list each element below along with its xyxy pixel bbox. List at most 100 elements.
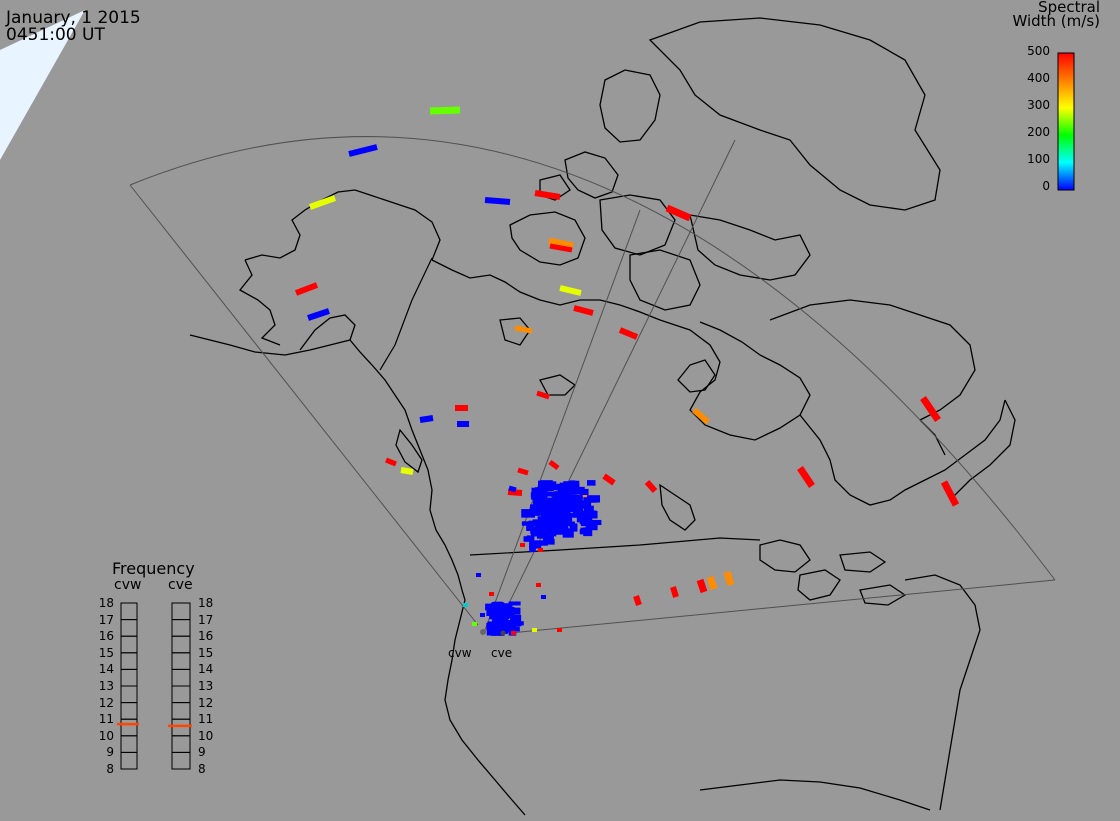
colorbar-tick-300: 300 — [1027, 98, 1050, 112]
echo-cell — [586, 480, 596, 486]
echo-cell — [500, 627, 508, 634]
fov-west-edge — [129, 184, 479, 626]
frequency-scale-tick: 9 — [106, 745, 114, 760]
echo-cell — [570, 494, 583, 501]
echo-cell — [497, 613, 510, 619]
echo-cell — [588, 524, 596, 530]
echo-cell — [307, 308, 330, 321]
frequency-scale-tick: 11 — [98, 712, 114, 727]
echo-cell — [472, 622, 477, 626]
echo-cell — [529, 544, 536, 553]
time-label: 0451:00 UT — [6, 25, 105, 45]
frequency-scale-tick: 18 — [198, 596, 214, 610]
echo-cell — [538, 508, 552, 516]
frequency-scale-tick: 14 — [198, 662, 214, 677]
echo-cell — [400, 467, 414, 475]
echo-cell — [563, 508, 571, 515]
frequency-scale-tick: 9 — [198, 745, 206, 760]
frequency-scale-tick: 16 — [198, 629, 214, 644]
echo-cell — [550, 485, 562, 491]
echo-cell — [530, 504, 540, 509]
colorbar-tick-400: 400 — [1027, 71, 1050, 85]
echo-cell — [508, 601, 521, 606]
echo-cell — [548, 499, 562, 507]
frequency-scale-tick: 14 — [98, 662, 114, 677]
echo-cell — [549, 524, 561, 532]
frequency-scale-tick: 8 — [106, 762, 114, 776]
echo-cell — [633, 595, 642, 606]
echo-cell — [503, 606, 515, 616]
echo-cell — [493, 623, 505, 631]
echo-cell — [566, 501, 577, 510]
frequency-scale-tick: 18 — [98, 596, 114, 610]
echo-cell — [542, 519, 555, 525]
echo-cell — [294, 282, 319, 296]
echo-cell — [696, 578, 708, 594]
echo-cell — [490, 627, 505, 636]
echo-cell — [692, 407, 710, 425]
echo-cell — [476, 573, 481, 577]
radar-site-cve[interactable] — [500, 630, 506, 636]
echo-cell — [545, 503, 552, 511]
echo-cell — [580, 517, 592, 525]
fov-divider-west — [484, 209, 641, 631]
echo-cell — [548, 460, 560, 470]
echo-cell — [463, 603, 468, 607]
echo-cell — [586, 495, 601, 503]
frequency-scale-tick: 8 — [198, 762, 206, 776]
radar-site-cvw[interactable] — [480, 629, 486, 635]
echo-cell — [532, 628, 537, 632]
echo-cell — [549, 508, 563, 517]
echo-cell — [348, 144, 378, 157]
echo-cell — [582, 500, 592, 509]
echo-cell — [562, 529, 574, 538]
frequency-scale-tick: 13 — [98, 679, 114, 693]
echo-cell — [534, 190, 561, 200]
echo-cell — [490, 602, 498, 608]
echo-cell — [543, 530, 557, 537]
echo-cell — [548, 237, 574, 250]
echo-cell — [644, 480, 658, 493]
echo-cell — [580, 527, 590, 535]
frequency-scale-tick: 17 — [198, 612, 214, 627]
echo-cell — [538, 480, 550, 489]
frequency-scale-tick: 13 — [198, 679, 214, 693]
ice-region — [0, 10, 85, 160]
echo-cell — [536, 583, 541, 587]
echo-cell — [526, 525, 534, 531]
echo-cell — [494, 602, 505, 610]
echo-cell — [540, 533, 554, 538]
echo-cell — [578, 500, 585, 506]
echo-cell — [536, 531, 547, 539]
echo-cell — [419, 415, 434, 423]
echo-cell — [535, 540, 545, 546]
fov-arc — [129, 136, 1056, 581]
frequency-title: Frequency — [112, 559, 195, 578]
colorbar-tick-100: 100 — [1027, 152, 1050, 166]
frequency-scale-tick: 15 — [98, 645, 114, 660]
colorbar-tick-0: 0 — [1042, 179, 1050, 193]
echo-cell — [550, 515, 562, 524]
echo-cell — [489, 625, 498, 632]
frequency-label-cve: cve — [168, 577, 193, 593]
echo-cell — [558, 502, 568, 507]
echo-cell — [561, 527, 569, 533]
echo-cell — [549, 243, 573, 253]
echo-cell — [528, 537, 533, 541]
date-label: January, 1 2015 — [6, 8, 141, 28]
frequency-scale-tick: 12 — [198, 695, 214, 710]
echo-cell — [521, 509, 536, 518]
echo-cell — [485, 605, 498, 610]
echo-cell — [523, 536, 530, 542]
echo-cell — [541, 512, 551, 521]
echo-cell — [557, 487, 568, 494]
echo-cell — [508, 485, 517, 493]
echo-cell — [539, 523, 552, 530]
echo-cell — [514, 325, 533, 334]
frequency-scale-tick: 10 — [198, 728, 214, 743]
echo-cell — [565, 513, 576, 518]
echo-cell — [920, 396, 941, 422]
echo-cell — [541, 595, 546, 599]
echo-cell — [520, 543, 525, 547]
echo-cell — [528, 520, 541, 526]
